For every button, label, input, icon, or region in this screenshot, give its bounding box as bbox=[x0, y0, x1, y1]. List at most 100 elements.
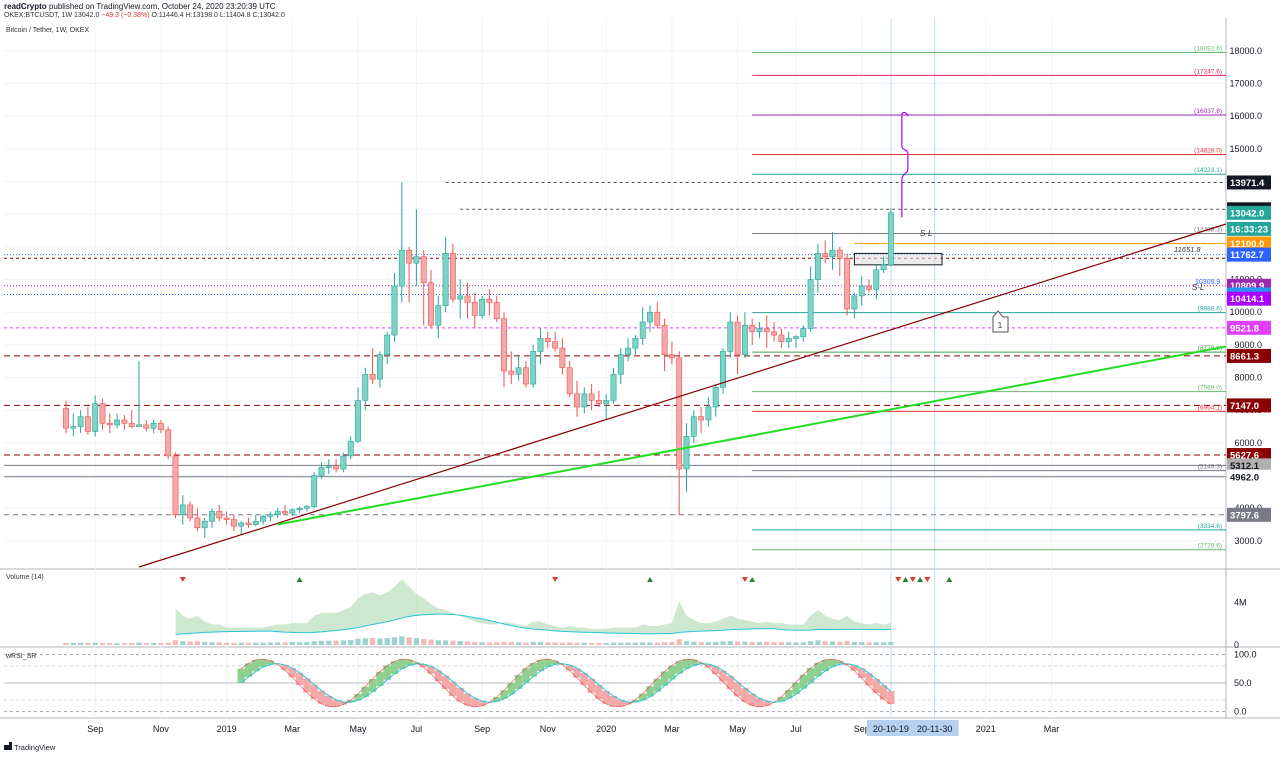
candle-body bbox=[698, 416, 705, 421]
volume-bar bbox=[391, 637, 398, 645]
candle-body bbox=[771, 331, 778, 336]
candle-body bbox=[829, 249, 836, 257]
level-label: 11651.8 bbox=[1174, 245, 1201, 254]
candle bbox=[209, 508, 215, 528]
candle-body bbox=[391, 285, 398, 336]
author-name[interactable]: readCrypto bbox=[4, 2, 47, 11]
candle-body bbox=[398, 249, 405, 287]
fib-level-label: (18092.6) bbox=[1194, 46, 1222, 53]
fib-level-label: (16037.8) bbox=[1194, 108, 1222, 115]
chart-grid bbox=[0, 18, 1280, 719]
volume-bar bbox=[778, 642, 785, 645]
volume-bar bbox=[537, 641, 544, 645]
candle bbox=[763, 315, 770, 349]
candle-body bbox=[836, 249, 843, 259]
volume-bar bbox=[450, 640, 456, 645]
x-tick-label: Sep bbox=[87, 724, 103, 734]
signal-marker bbox=[296, 577, 303, 582]
volume-bar bbox=[698, 642, 704, 645]
candle bbox=[625, 338, 632, 362]
target-bracket bbox=[901, 111, 909, 182]
price-tag-bg bbox=[1227, 205, 1271, 220]
volume-bar bbox=[669, 642, 675, 645]
candle bbox=[807, 266, 814, 332]
volume-bar bbox=[202, 641, 208, 645]
volume-bar bbox=[567, 642, 573, 645]
candle-body bbox=[749, 324, 756, 333]
candle-body bbox=[77, 416, 84, 427]
volume-bar bbox=[442, 640, 449, 645]
price-tag-bg bbox=[1227, 320, 1271, 335]
candle-body bbox=[595, 400, 602, 404]
volume-bar bbox=[194, 641, 201, 645]
volume-bar bbox=[771, 642, 777, 645]
volume-bar bbox=[720, 641, 726, 645]
price-tag-label: 13971.4 bbox=[1230, 178, 1265, 189]
x-tick-label: 2021 bbox=[976, 724, 996, 734]
signal-marker bbox=[552, 577, 559, 582]
price-tag-label: 5312.1 bbox=[1230, 461, 1260, 472]
price-tag: 12100.0 bbox=[1227, 236, 1271, 251]
candle-body bbox=[705, 406, 712, 421]
candle-body bbox=[471, 302, 478, 316]
price-tag-label: 4962.0 bbox=[1230, 472, 1259, 483]
price-tag-bg bbox=[1227, 221, 1271, 236]
volume-bar bbox=[501, 641, 507, 645]
rsi-signal-line bbox=[240, 663, 892, 703]
fib-level-label: (17247.6) bbox=[1194, 68, 1222, 75]
x-tick-label: Sep bbox=[854, 724, 870, 734]
volume-bar bbox=[888, 642, 894, 645]
candle-body bbox=[763, 328, 770, 333]
volume-bar bbox=[515, 642, 522, 645]
candle bbox=[574, 380, 580, 417]
volume-bar bbox=[756, 642, 763, 645]
price-tag: 16:33:23 bbox=[1227, 221, 1271, 236]
volume-bar bbox=[822, 641, 828, 645]
candle bbox=[530, 344, 537, 388]
volume-bar bbox=[304, 642, 310, 645]
candle-body bbox=[442, 253, 449, 306]
tradingview-logo[interactable]: TradingView bbox=[4, 742, 56, 752]
volume-bar bbox=[150, 643, 157, 645]
candle bbox=[836, 246, 843, 277]
candle-body bbox=[574, 393, 580, 408]
candle bbox=[223, 511, 230, 525]
candle-body bbox=[508, 370, 515, 375]
volume-bar bbox=[355, 638, 361, 645]
candle bbox=[647, 305, 653, 332]
x-tick-label: Nov bbox=[153, 724, 170, 734]
publish-info: published on TradingView.com, October 24… bbox=[48, 2, 276, 11]
volume-bar bbox=[289, 642, 295, 645]
candle bbox=[376, 351, 383, 388]
y-tick-label: 17000.0 bbox=[1229, 79, 1262, 89]
candle-body bbox=[245, 522, 252, 525]
candle bbox=[303, 504, 310, 512]
volume-bar bbox=[793, 642, 799, 645]
candle-body bbox=[603, 400, 610, 404]
candle-body bbox=[435, 305, 442, 326]
s-l-label-2: S-L bbox=[1192, 283, 1204, 292]
candle bbox=[537, 328, 544, 365]
candle-body bbox=[552, 341, 559, 349]
volume-bar bbox=[545, 642, 551, 645]
volume-bar bbox=[340, 640, 347, 645]
candle-body bbox=[778, 334, 785, 342]
candle-body bbox=[406, 249, 413, 264]
volume-bar bbox=[661, 642, 668, 645]
candle bbox=[486, 289, 493, 316]
volume-bar bbox=[121, 643, 128, 645]
candle bbox=[778, 328, 785, 349]
volume-bar bbox=[705, 642, 712, 645]
candle-body bbox=[610, 373, 617, 401]
candle bbox=[449, 243, 456, 303]
candle bbox=[501, 312, 507, 388]
volume-bar bbox=[165, 642, 171, 645]
candle-body bbox=[559, 347, 566, 369]
volume-bar bbox=[654, 642, 660, 645]
fib-level-label: (3334.6) bbox=[1198, 523, 1222, 530]
candle bbox=[676, 351, 683, 515]
volume-bar bbox=[158, 643, 164, 645]
callout-label: 1 bbox=[998, 321, 1003, 330]
candle-body bbox=[537, 338, 544, 352]
